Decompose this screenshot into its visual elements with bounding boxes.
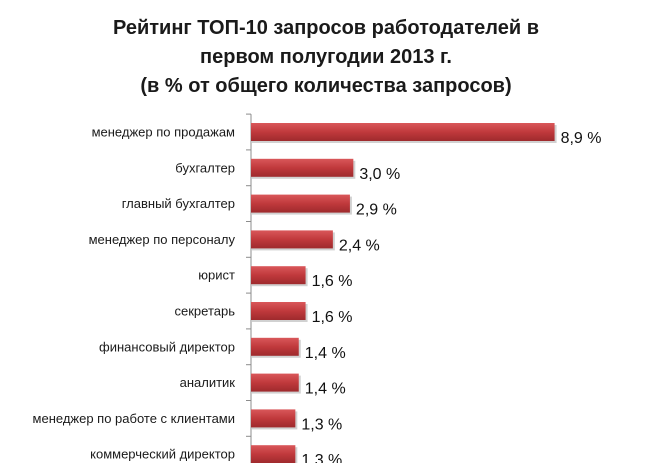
category-label: аналитик: [180, 375, 236, 390]
data-label: 1,3 %: [301, 416, 342, 433]
bar: [251, 445, 296, 463]
category-label: финансовый директор: [99, 339, 235, 354]
data-label: 1,3 %: [301, 452, 342, 463]
data-label: 1,4 %: [305, 345, 346, 362]
data-label: 2,4 %: [339, 237, 380, 254]
data-label: 3,0 %: [359, 166, 400, 183]
category-label: менеджер по продажам: [92, 125, 235, 140]
category-label: бухгалтер: [175, 160, 235, 175]
chart-title-line-2: первом полугодии 2013 г.: [200, 46, 452, 68]
bar: [251, 158, 354, 177]
chart-title-line-3: (в % от общего количества запросов): [140, 75, 512, 97]
bar: [251, 373, 299, 392]
data-label: 1,6 %: [312, 309, 353, 326]
chart-title-line-1: Рейтинг ТОП-10 запросов работодателей в: [112, 17, 539, 39]
bar: [251, 194, 350, 213]
data-label: 2,9 %: [356, 202, 397, 219]
category-label: юрист: [198, 268, 235, 283]
chart-title: Рейтинг ТОП-10 запросов работодателей в …: [0, 14, 652, 101]
bar: [251, 409, 296, 428]
bar: [251, 302, 306, 320]
bar: [251, 337, 299, 356]
category-label: коммерческий директор: [90, 447, 235, 462]
data-label: 8,9 %: [561, 130, 602, 147]
category-label: главный бухгалтер: [122, 196, 235, 211]
category-label: секретарь: [175, 304, 236, 319]
bar: [251, 230, 333, 249]
bar: [251, 266, 306, 285]
bar: [251, 123, 555, 141]
category-label: менеджер по персоналу: [89, 232, 236, 247]
category-label: менеджер по работе с клиентами: [33, 411, 235, 426]
data-label: 1,4 %: [305, 381, 346, 398]
data-label: 1,6 %: [312, 273, 353, 290]
